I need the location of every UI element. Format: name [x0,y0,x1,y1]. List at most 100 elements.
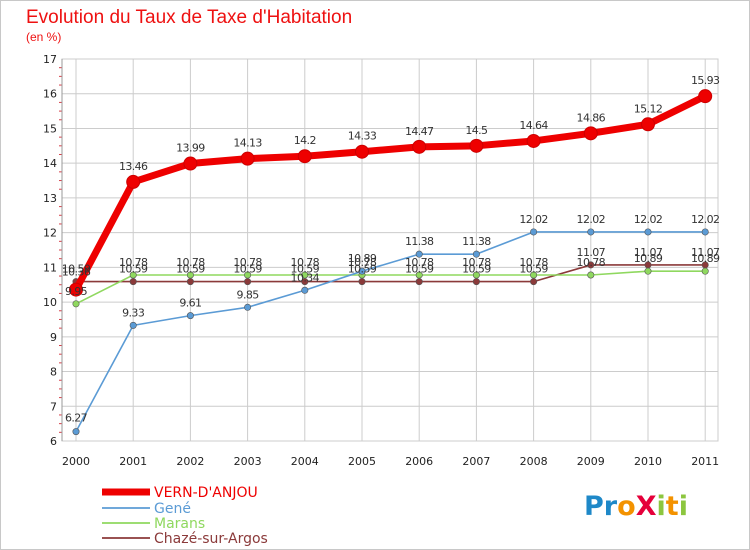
data-point [472,278,480,286]
data-label: 9.61 [179,297,201,310]
legend-label: Marans [154,516,205,532]
data-point [587,261,595,269]
data-label: 10.59 [176,263,205,276]
data-label: 10.59 [405,263,434,276]
y-tick-label: 10 [43,296,57,309]
data-label: 10.59 [291,263,320,276]
data-label: 10.59 [119,263,148,276]
data-point [469,138,484,153]
data-label: 14.5 [465,124,488,137]
data-label: 10.59 [233,263,262,276]
data-point [358,278,366,286]
data-label: 10.78 [577,256,606,269]
data-point [412,139,427,154]
series-line [75,231,707,433]
data-point [358,267,366,275]
data-point [526,133,541,148]
y-tick-label: 16 [43,88,57,101]
data-label: 12.02 [519,213,548,226]
data-point [72,300,80,308]
data-label: 10.34 [291,271,320,284]
chart-title: Evolution du Taux de Taxe d'Habitation [26,7,352,28]
data-label: 10.59 [62,263,91,276]
data-label: 13.46 [119,160,148,173]
series-line [75,264,707,283]
data-point [72,428,80,436]
brand-letter: t [666,491,679,522]
data-point [183,156,198,171]
data-label: 12.02 [634,213,663,226]
data-point [701,228,709,236]
data-label: 11.38 [462,235,491,248]
data-point [129,278,137,286]
data-label: 12.02 [577,213,606,226]
data-point [297,149,312,164]
x-tick-label: 2002 [176,455,204,468]
data-label: 10.78 [405,256,434,269]
data-point [186,312,194,320]
x-tick-label: 2004 [291,455,319,468]
legend-label: Chazé-sur-Argos [154,531,268,547]
data-point [587,228,595,236]
y-tick-label: 9 [50,331,57,344]
data-label: 14.2 [294,134,316,147]
data-label: 10.78 [462,256,491,269]
x-tick-label: 2000 [62,455,90,468]
data-label: 14.64 [519,119,548,132]
x-tick-label: 2008 [520,455,548,468]
x-tick-label: 2006 [405,455,433,468]
data-point [129,271,137,279]
y-tick-label: 6 [50,435,57,448]
x-tick-label: 2010 [634,455,662,468]
brand-letter: P [584,491,604,522]
data-label: 11.07 [691,246,720,259]
series-line [75,270,707,305]
data-point [530,278,538,286]
data-point [186,271,194,279]
data-point [530,228,538,236]
data-point [701,267,709,275]
data-point [355,144,369,159]
data-label: 10.78 [519,256,548,269]
y-tick-label: 14 [43,157,57,170]
y-tick-label: 13 [43,192,57,205]
data-label: 14.47 [405,125,434,138]
brand-logo: ProXiti [584,491,688,522]
data-label: 10.78 [291,256,320,269]
series [69,89,713,436]
data-point [415,271,423,279]
data-point [244,303,252,311]
series-line [72,92,709,294]
data-label: 10.78 [176,256,205,269]
data-point [698,89,713,104]
data-label: 9.95 [65,285,88,298]
data-label: 15.12 [634,102,663,115]
data-label: 10.89 [691,252,720,265]
x-tick-label: 2009 [577,455,605,468]
data-label: 9.33 [122,306,145,319]
x-tick-label: 2007 [462,455,490,468]
data-label: 10.36 [62,266,91,279]
brand-letter: i [679,491,688,522]
data-point [472,271,480,279]
data-label: 10.59 [519,263,548,276]
data-label: 10.59 [462,263,491,276]
brand-letter: r [604,491,618,522]
data-label: 11.07 [634,246,663,259]
data-point [301,271,309,279]
data-point [301,286,309,294]
x-tick-label: 2005 [348,455,376,468]
data-point [644,228,652,236]
data-point [641,117,655,132]
data-point [644,267,652,275]
data-label: 14.13 [233,137,262,150]
data-point [244,271,252,279]
y-tick-label: 8 [50,366,57,379]
y-tick-label: 15 [43,122,57,135]
data-label: 9.85 [237,288,260,301]
data-label: 14.33 [348,130,377,143]
data-label: 11.38 [405,235,434,248]
data-label: 11.07 [577,246,606,259]
